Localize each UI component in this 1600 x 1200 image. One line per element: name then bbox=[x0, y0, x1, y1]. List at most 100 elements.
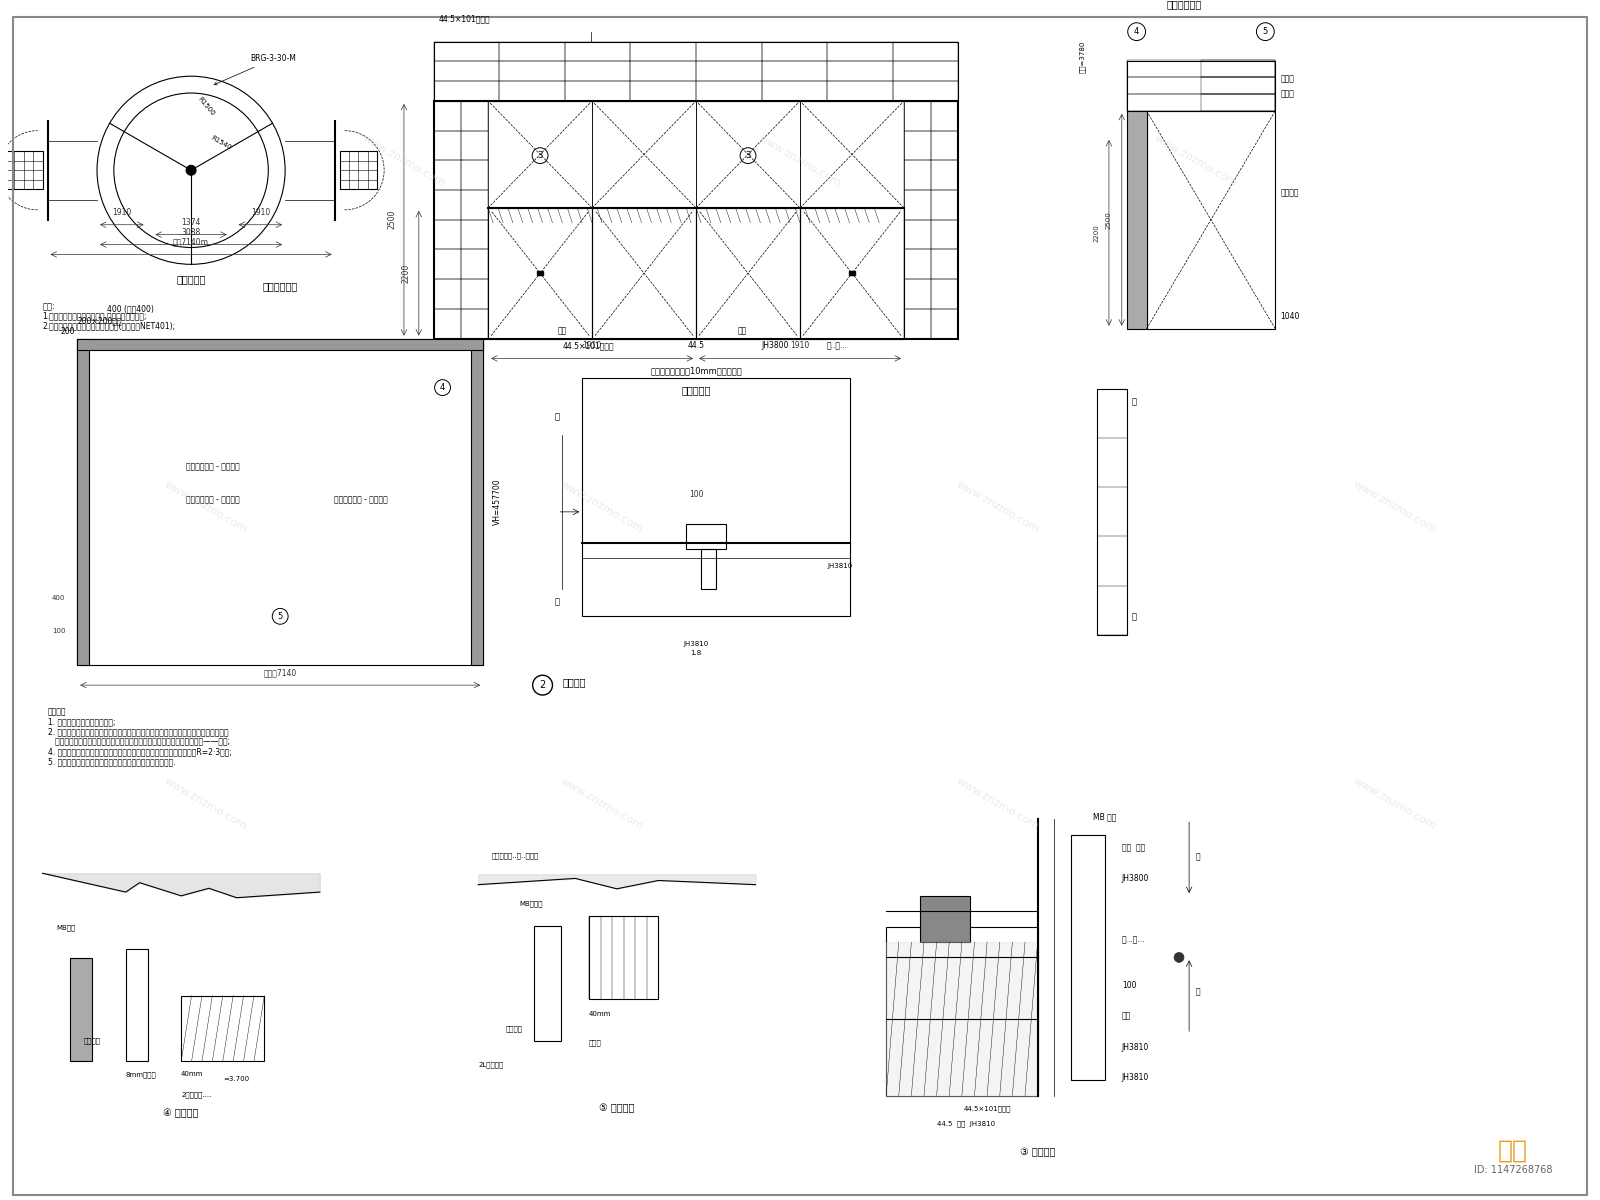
Text: 400 (圆柱400): 400 (圆柱400) bbox=[107, 304, 154, 313]
Text: 门区侧立面图: 门区侧立面图 bbox=[1166, 0, 1202, 8]
Text: 100: 100 bbox=[1122, 982, 1136, 990]
Bar bbox=[499, 82, 565, 101]
Bar bbox=[461, 250, 488, 280]
Bar bbox=[434, 131, 461, 161]
Bar bbox=[461, 161, 488, 190]
Bar bbox=[1202, 77, 1275, 94]
Bar bbox=[904, 190, 931, 220]
Text: 向前拉帘到底 - 栏杆控制: 向前拉帘到底 - 栏杆控制 bbox=[186, 494, 240, 504]
Text: R1540: R1540 bbox=[210, 136, 232, 151]
Bar bbox=[434, 61, 499, 82]
Text: 预埋外立面图: 预埋外立面图 bbox=[262, 281, 298, 292]
Text: 44.5×101铝合管: 44.5×101铝合管 bbox=[963, 1106, 1011, 1112]
Text: VH=457700: VH=457700 bbox=[493, 479, 502, 526]
Bar bbox=[920, 896, 970, 942]
Bar bbox=[696, 208, 800, 338]
Bar bbox=[77, 338, 90, 665]
Text: 2. 预埋的洛号详细的连接方式见卡片厚，要求预埋段定，箱箱门区框框放在其上方起气: 2. 预埋的洛号详细的连接方式见卡片厚，要求预埋段定，箱箱门区框框放在其上方起气 bbox=[48, 727, 229, 737]
Bar bbox=[434, 82, 499, 101]
Text: 400: 400 bbox=[51, 595, 66, 601]
Bar bbox=[77, 338, 483, 350]
Bar bbox=[461, 101, 488, 131]
Text: 2门宽范围....: 2门宽范围.... bbox=[181, 1091, 211, 1098]
Text: 2L角先行垫: 2L角先行垫 bbox=[478, 1061, 504, 1068]
Text: JH3810: JH3810 bbox=[827, 563, 853, 569]
Text: BRG-3-30-M: BRG-3-30-M bbox=[214, 54, 296, 85]
Text: 节点详图: 节点详图 bbox=[562, 677, 586, 688]
Text: 100: 100 bbox=[688, 490, 704, 498]
Bar bbox=[800, 101, 904, 208]
Bar bbox=[904, 220, 931, 250]
Bar bbox=[904, 131, 931, 161]
Text: 混凝接: 混凝接 bbox=[589, 1039, 602, 1046]
Text: www.znzmo.com: www.znzmo.com bbox=[757, 133, 843, 188]
Text: JH3800: JH3800 bbox=[762, 342, 789, 350]
Text: 下: 下 bbox=[555, 596, 560, 606]
Bar bbox=[565, 82, 630, 101]
Text: 200: 200 bbox=[61, 326, 75, 336]
Text: 外: 外 bbox=[1195, 852, 1200, 862]
Bar bbox=[762, 82, 827, 101]
Text: 上方推拉弧度 - 栏杆控制: 上方推拉弧度 - 栏杆控制 bbox=[334, 494, 389, 504]
Text: 2500: 2500 bbox=[1106, 211, 1112, 229]
Bar bbox=[1202, 60, 1275, 77]
Text: 注：玻璃幕墙采用10mm节能玻璃。: 注：玻璃幕墙采用10mm节能玻璃。 bbox=[650, 366, 742, 376]
Text: MB预止板: MB预止板 bbox=[520, 900, 544, 907]
Text: www.znzmo.com: www.znzmo.com bbox=[163, 776, 250, 832]
Text: 40mm: 40mm bbox=[589, 1010, 611, 1016]
Bar bbox=[630, 42, 696, 61]
Text: 向后拉帘到底 - 栏杆控制: 向后拉帘到底 - 栏杆控制 bbox=[186, 462, 240, 472]
Bar bbox=[696, 61, 762, 82]
Bar bbox=[1126, 77, 1275, 94]
Bar bbox=[77, 338, 483, 665]
Text: 8mm铝板板: 8mm铝板板 bbox=[126, 1072, 157, 1078]
Bar bbox=[931, 280, 958, 308]
Text: 2200: 2200 bbox=[1093, 224, 1099, 241]
Text: 制注意各预埋门的位置，门的上方为一根竖道和两侧的两根竖道要求在门——面上;: 制注意各预埋门的位置，门的上方为一根竖道和两侧的两根竖道要求在门——面上; bbox=[48, 738, 230, 746]
Text: 44.5×101铝合管: 44.5×101铝合管 bbox=[562, 342, 614, 350]
Text: 外...板...: 外...板... bbox=[1122, 935, 1146, 944]
Bar bbox=[434, 280, 461, 308]
Text: 100: 100 bbox=[51, 628, 66, 634]
Text: 44.5×101铝合管: 44.5×101铝合管 bbox=[438, 14, 490, 24]
Bar bbox=[1072, 835, 1106, 1080]
Bar bbox=[582, 378, 850, 616]
Text: 公立间距: 公立间距 bbox=[506, 1025, 523, 1032]
Text: 200×200钢板: 200×200钢板 bbox=[77, 317, 122, 325]
Bar bbox=[696, 42, 762, 61]
Bar bbox=[904, 308, 931, 338]
Text: 4: 4 bbox=[1134, 28, 1139, 36]
Bar bbox=[434, 101, 958, 338]
Bar bbox=[434, 250, 461, 280]
Text: 上: 上 bbox=[1131, 397, 1136, 407]
Bar bbox=[696, 82, 762, 101]
Bar bbox=[5, 151, 43, 190]
Bar bbox=[589, 916, 659, 1000]
Circle shape bbox=[186, 166, 197, 175]
Text: 3088: 3088 bbox=[181, 228, 200, 236]
Bar bbox=[592, 101, 696, 208]
Text: MB钢板: MB钢板 bbox=[56, 925, 75, 931]
Bar bbox=[434, 42, 499, 61]
Bar bbox=[904, 280, 931, 308]
Bar bbox=[461, 280, 488, 308]
Text: ⑤ 剖面详图: ⑤ 剖面详图 bbox=[598, 1103, 635, 1112]
Bar bbox=[434, 190, 461, 220]
Text: 外..板...: 外..板... bbox=[827, 342, 848, 350]
Text: MB 角钢: MB 角钢 bbox=[1093, 812, 1117, 821]
Bar bbox=[762, 42, 827, 61]
Bar bbox=[565, 42, 630, 61]
Bar bbox=[630, 61, 696, 82]
Text: 2200: 2200 bbox=[402, 264, 411, 283]
Text: 3: 3 bbox=[538, 151, 542, 160]
Text: 土建: 土建 bbox=[1122, 1012, 1131, 1021]
Text: 1040: 1040 bbox=[1280, 312, 1299, 320]
Bar bbox=[827, 61, 893, 82]
Text: www.znzmo.com: www.znzmo.com bbox=[1154, 133, 1238, 188]
Bar bbox=[931, 220, 958, 250]
Text: www.znzmo.com: www.znzmo.com bbox=[1350, 479, 1437, 535]
Text: 1910: 1910 bbox=[582, 342, 602, 350]
Text: www.znzmo.com: www.znzmo.com bbox=[558, 776, 645, 832]
Bar bbox=[1098, 389, 1126, 635]
Text: www.znzmo.com: www.znzmo.com bbox=[955, 776, 1042, 832]
